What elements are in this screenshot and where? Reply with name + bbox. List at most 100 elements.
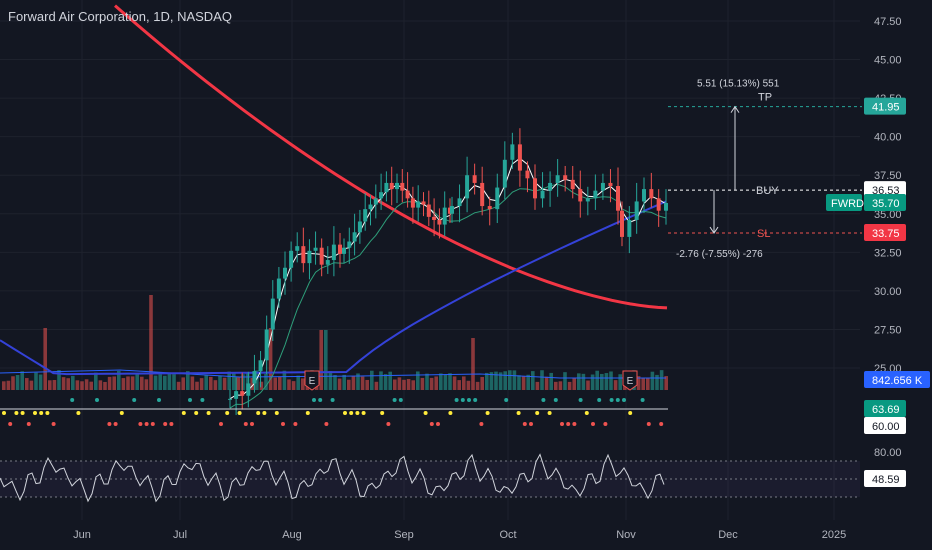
- momentum-dot: [200, 398, 205, 402]
- sl-annotation: -2.76 (-7.55%) -276: [676, 249, 763, 260]
- volume-bar: [347, 379, 351, 390]
- candle-body: [270, 298, 275, 330]
- momentum-dot: [584, 411, 589, 415]
- momentum-dot: [107, 422, 112, 426]
- momentum-dot: [386, 422, 391, 426]
- volume-bar: [259, 381, 264, 390]
- last-price-label-text: 35.70: [872, 198, 900, 210]
- momentum-dot: [225, 411, 230, 415]
- candle-body: [627, 219, 632, 237]
- candle-body: [555, 175, 560, 183]
- volume-bar: [29, 380, 34, 390]
- volume-bar: [103, 381, 107, 390]
- volume-bar: [457, 380, 461, 390]
- moving-averages: [0, 4, 668, 409]
- volume-bar: [443, 374, 448, 390]
- candle-body: [234, 391, 239, 399]
- momentum-level-label-text: 60.00: [872, 421, 900, 433]
- volume-bar: [498, 372, 503, 390]
- candle-body: [395, 182, 399, 190]
- momentum-dot: [268, 398, 273, 402]
- volume-bar: [264, 373, 268, 390]
- candle-body: [616, 186, 620, 211]
- candle-body: [368, 204, 373, 210]
- momentum-dot: [219, 422, 223, 426]
- volume-bar: [411, 380, 415, 390]
- volume-bar: [549, 372, 553, 390]
- candle-body: [246, 383, 251, 396]
- volume-bar: [84, 379, 89, 390]
- volume-bar: [425, 373, 429, 390]
- momentum-dot: [659, 422, 664, 426]
- candle-body: [620, 210, 624, 237]
- volume-bar: [406, 379, 411, 390]
- volume-bar: [503, 371, 507, 390]
- momentum-dot: [485, 411, 490, 415]
- candle-body: [585, 198, 590, 202]
- tp-arrow-head: [730, 105, 740, 113]
- momentum-dot: [188, 398, 192, 402]
- volume-bar: [586, 380, 590, 390]
- candle-body: [307, 250, 312, 264]
- momentum-dot: [541, 398, 546, 402]
- momentum-dot: [429, 422, 434, 426]
- momentum-dot: [591, 422, 595, 426]
- candle-body: [252, 371, 257, 384]
- volume-bar: [213, 380, 218, 390]
- momentum-dot: [597, 398, 602, 402]
- volume-bar: [572, 377, 576, 390]
- candle-body: [347, 241, 352, 248]
- candle-body: [373, 198, 378, 205]
- momentum-dot: [157, 398, 161, 402]
- momentum-dot: [95, 398, 99, 402]
- tp-annotation: 5.51 (15.13%) 551: [697, 79, 780, 90]
- volume-bar: [38, 374, 43, 390]
- candle-body: [357, 221, 362, 233]
- rsi-value-label-text: 48.59: [872, 474, 900, 486]
- candle-body: [228, 398, 232, 400]
- volume-bar: [452, 376, 457, 390]
- volume-bar: [535, 381, 540, 390]
- time-tick-label: Oct: [499, 529, 516, 541]
- momentum-dot: [436, 422, 440, 426]
- volume-bar: [328, 371, 333, 390]
- candle-body: [570, 179, 575, 190]
- volume-bar: [232, 373, 236, 390]
- momentum-dot: [305, 411, 310, 415]
- volume-bar: [296, 375, 300, 390]
- volume-bar: [577, 373, 581, 390]
- sma-mid-line: [0, 200, 667, 376]
- candle-body: [283, 267, 287, 279]
- momentum-dot: [535, 411, 540, 415]
- volume-bar: [236, 377, 241, 390]
- volume-bar: [195, 381, 199, 390]
- last-symbol-text: FWRD: [831, 198, 864, 210]
- momentum-level-label-box: [864, 417, 906, 434]
- earnings-marker-text: E: [627, 376, 634, 387]
- volume-bar: [227, 371, 231, 390]
- candle-body: [379, 192, 384, 199]
- candle-body: [487, 206, 492, 210]
- time-axis[interactable]: Jun Jul Aug Sep Oct Nov Dec 2025: [73, 529, 846, 541]
- time-tick-label: Dec: [718, 529, 738, 541]
- volume-bar: [163, 375, 167, 390]
- momentum-dot: [132, 398, 137, 402]
- volume-bar: [61, 377, 66, 390]
- candle-body: [301, 246, 306, 264]
- volume-bar: [43, 328, 47, 390]
- candle-body: [342, 247, 346, 254]
- volume-bar: [144, 379, 149, 390]
- momentum-dot: [293, 422, 298, 426]
- volume-bar: [636, 376, 641, 390]
- candle-body: [338, 244, 342, 254]
- momentum-dot: [330, 398, 335, 402]
- entry-price-label-box: [864, 181, 906, 199]
- volume-bar: [351, 376, 356, 390]
- price-tick-label: 45.00: [874, 55, 902, 67]
- candle-body: [258, 360, 263, 372]
- volume-label-box: [864, 371, 930, 388]
- volume-bar: [176, 381, 181, 390]
- momentum-dot: [39, 411, 44, 415]
